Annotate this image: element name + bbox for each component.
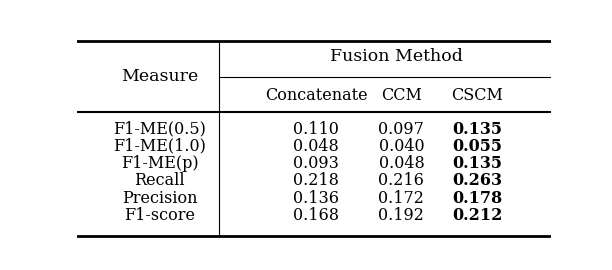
Text: 0.172: 0.172: [378, 190, 424, 207]
Text: 0.048: 0.048: [378, 155, 424, 172]
Text: 0.178: 0.178: [452, 190, 502, 207]
Text: Precision: Precision: [122, 190, 197, 207]
Text: 0.048: 0.048: [293, 138, 339, 155]
Text: Measure: Measure: [121, 68, 198, 85]
Text: F1-ME(p): F1-ME(p): [121, 155, 198, 172]
Text: 0.192: 0.192: [378, 207, 424, 224]
Text: F1-score: F1-score: [124, 207, 195, 224]
Text: CSCM: CSCM: [451, 87, 503, 104]
Text: 0.055: 0.055: [452, 138, 502, 155]
Text: 0.212: 0.212: [452, 207, 502, 224]
Text: CCM: CCM: [381, 87, 422, 104]
Text: 0.110: 0.110: [293, 121, 339, 138]
Text: 0.216: 0.216: [378, 172, 424, 189]
Text: 0.093: 0.093: [293, 155, 339, 172]
Text: F1-ME(0.5): F1-ME(0.5): [113, 121, 206, 138]
Text: 0.135: 0.135: [452, 155, 502, 172]
Text: 0.218: 0.218: [293, 172, 339, 189]
Text: 0.136: 0.136: [293, 190, 339, 207]
Text: 0.040: 0.040: [379, 138, 424, 155]
Text: 0.263: 0.263: [452, 172, 502, 189]
Text: 0.168: 0.168: [293, 207, 339, 224]
Text: Concatenate: Concatenate: [265, 87, 367, 104]
Text: 0.135: 0.135: [452, 121, 502, 138]
Text: Fusion Method: Fusion Method: [330, 48, 463, 65]
Text: F1-ME(1.0): F1-ME(1.0): [113, 138, 206, 155]
Text: 0.097: 0.097: [378, 121, 424, 138]
Text: Recall: Recall: [134, 172, 185, 189]
